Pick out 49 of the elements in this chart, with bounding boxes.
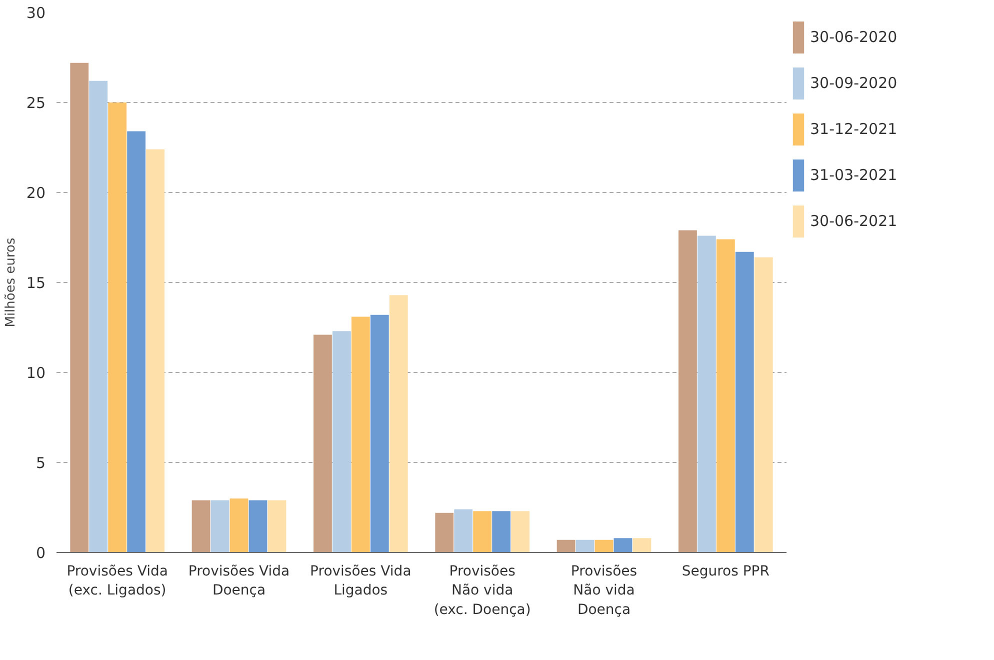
y-tick-label: 0 xyxy=(36,544,46,562)
y-axis-title: Milhões euros xyxy=(3,237,18,328)
y-tick-label: 5 xyxy=(36,454,46,472)
bar xyxy=(248,500,268,552)
bar xyxy=(614,538,632,552)
y-tick-label: 15 xyxy=(26,274,46,292)
bar xyxy=(556,540,576,552)
x-tick-label: Provisões Não vida Doença xyxy=(570,564,638,618)
bar xyxy=(594,540,614,552)
legend-label: 30-09-2020 xyxy=(810,74,898,92)
x-tick-label: Provisões Vida (exc. Ligados) xyxy=(66,564,168,599)
x-tick-label: Provisões Não vida (exc. Doença) xyxy=(434,564,531,618)
y-tick-label: 30 xyxy=(26,4,46,22)
bar xyxy=(108,102,127,552)
bar xyxy=(754,257,773,552)
bar xyxy=(127,131,146,552)
bar xyxy=(314,334,332,552)
bar xyxy=(332,331,351,552)
x-tick-label: Seguros PPR xyxy=(682,564,770,580)
bar xyxy=(230,498,248,552)
legend-label: 30-06-2020 xyxy=(810,28,898,46)
y-tick-label: 10 xyxy=(26,364,46,382)
bar xyxy=(454,509,473,552)
x-tick-label: Provisões Vida Ligados xyxy=(310,564,412,599)
bar xyxy=(370,314,389,552)
legend-label: 30-06-2021 xyxy=(810,212,898,230)
bar xyxy=(389,295,408,552)
bar xyxy=(678,230,697,552)
legend-label: 31-03-2021 xyxy=(810,166,898,184)
y-tick-label: 25 xyxy=(26,94,46,112)
bar xyxy=(268,500,286,552)
bar xyxy=(473,511,492,552)
bar xyxy=(351,316,370,552)
bar xyxy=(435,512,454,552)
bar xyxy=(735,252,754,552)
bar xyxy=(576,540,594,552)
y-tick-label: 20 xyxy=(26,184,46,202)
bar xyxy=(632,538,652,552)
x-tick-label: Provisões Vida Doença xyxy=(188,564,290,599)
bar xyxy=(89,80,108,552)
bar xyxy=(697,236,716,552)
bar xyxy=(511,511,530,552)
legend-label: 31-12-2021 xyxy=(810,120,898,138)
bar xyxy=(192,500,210,552)
bar xyxy=(492,511,511,552)
bar xyxy=(146,149,164,552)
bar xyxy=(210,500,230,552)
bar xyxy=(716,239,735,552)
bar xyxy=(70,62,89,552)
